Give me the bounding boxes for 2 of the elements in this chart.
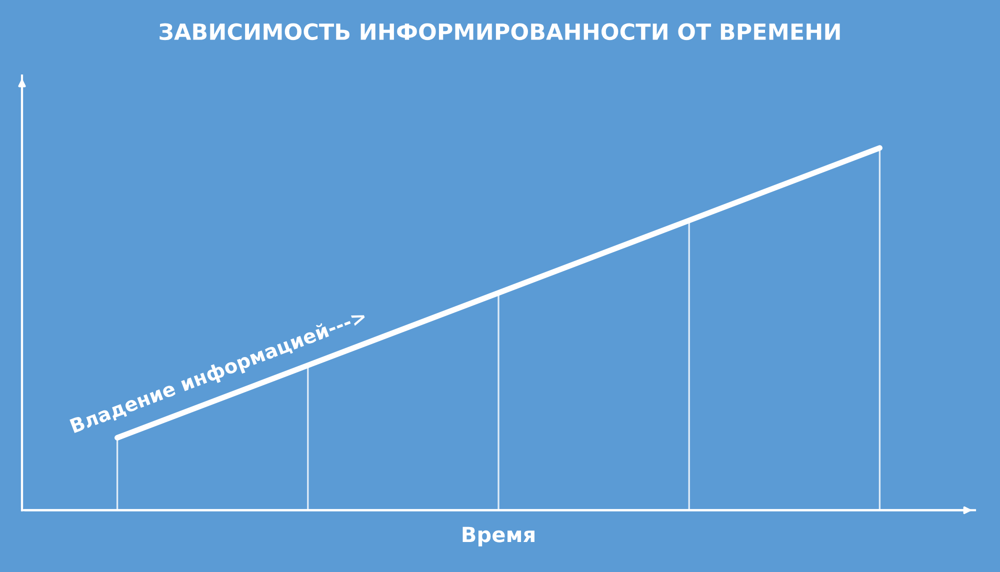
chart-title: ЗАВИСИМОСТЬ ИНФОРМИРОВАННОСТИ ОТ ВРЕМЕНИ bbox=[160, 23, 840, 40]
x-axis-title: Время bbox=[462, 526, 534, 546]
